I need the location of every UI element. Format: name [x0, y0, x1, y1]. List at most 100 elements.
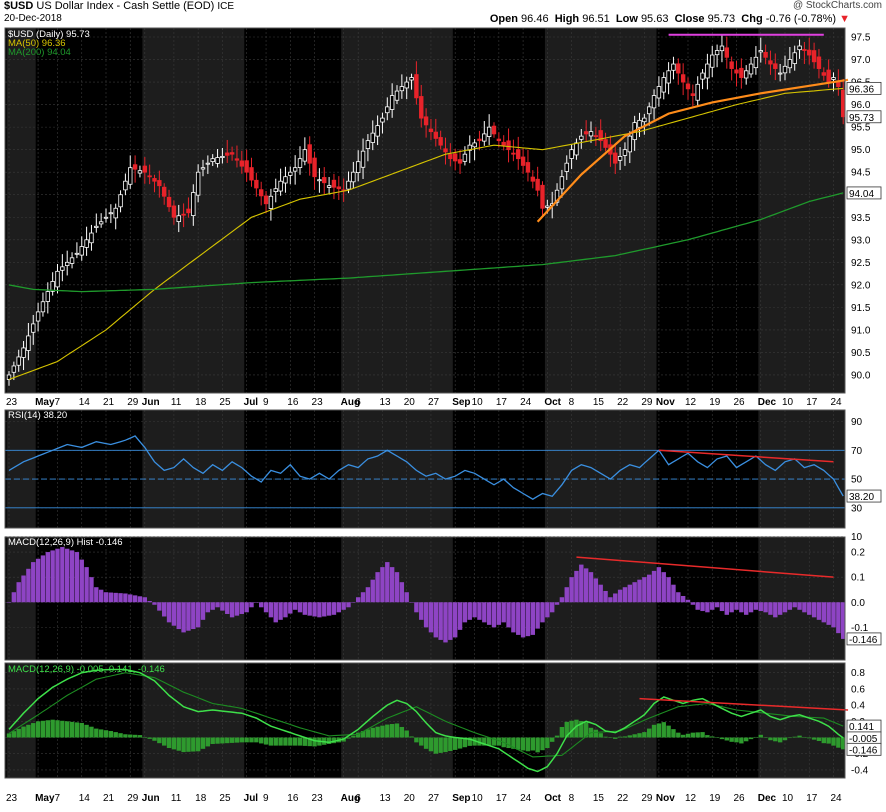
x-tick-label: 29: [641, 793, 653, 804]
histogram-bar: [356, 597, 361, 603]
macd-histogram-bar: [608, 737, 613, 739]
macd-histogram-bar: [448, 737, 453, 752]
macd-histogram-bar: [108, 731, 114, 738]
month-shade: [341, 28, 453, 393]
histogram-bar: [516, 602, 521, 635]
histogram-bar: [16, 582, 21, 603]
histogram-bar: [554, 602, 560, 605]
histogram-bar: [438, 602, 443, 640]
macd-histogram-bar: [365, 729, 371, 738]
macd-histogram-bar: [60, 720, 65, 738]
macd-histogram-bar: [540, 737, 545, 751]
candle-body: [559, 176, 565, 190]
histogram-bar: [65, 548, 70, 603]
x-tick-label: Jun: [142, 793, 160, 804]
macd-histogram-bar: [627, 735, 632, 738]
histogram-bar: [74, 552, 80, 603]
histogram-bar: [419, 602, 424, 620]
candle-body: [734, 69, 739, 74]
macd-histogram-bar: [74, 722, 80, 738]
histogram-bar: [283, 602, 288, 618]
x-tick-label: 17: [806, 397, 818, 408]
x-tick-label: 19: [709, 793, 721, 804]
legend-price: $USD (Daily) 95.73: [8, 29, 90, 40]
candle-body: [380, 117, 385, 123]
histogram-bar: [249, 602, 254, 608]
histogram-bar: [433, 602, 438, 638]
macd-histogram-bar: [89, 726, 94, 738]
candle-body: [181, 213, 186, 216]
instrument-name: US Dollar Index - Cash Settle (EOD): [36, 0, 215, 12]
x-tick-label: 16: [287, 397, 299, 408]
candle-body: [16, 356, 21, 366]
macd-histogram-bar: [841, 737, 846, 750]
candle-body: [807, 49, 812, 56]
histogram-bar: [191, 602, 196, 630]
macd-histogram-bar: [234, 737, 240, 743]
candle-body: [753, 56, 759, 69]
histogram-bar: [428, 602, 434, 633]
close-label: Close: [674, 13, 705, 25]
histogram-bar: [89, 577, 94, 603]
candle-body: [297, 158, 303, 168]
candle-body: [724, 47, 729, 58]
macd-histogram-bar: [836, 737, 841, 748]
histogram-bar: [787, 602, 793, 610]
macd-histogram-bar: [254, 737, 259, 743]
histogram-bar: [6, 602, 12, 603]
histogram-bar: [389, 567, 395, 603]
macd-histogram-bar: [462, 737, 468, 748]
price-tag: 95.73: [849, 113, 874, 124]
candle-body: [147, 175, 152, 178]
histogram-bar: [176, 602, 181, 630]
candle-body: [312, 157, 317, 178]
histogram-bar: [40, 555, 46, 603]
candle-body: [802, 49, 807, 51]
macd-histogram-bar: [782, 737, 788, 741]
macd-histogram-bar: [787, 737, 793, 739]
histogram-bar: [651, 570, 657, 603]
histogram-bar: [162, 602, 167, 617]
candle-body: [142, 165, 147, 173]
macd-histogram-bar: [831, 737, 836, 746]
histogram-bar: [661, 572, 666, 603]
x-tick-label: Sep: [452, 793, 470, 804]
candle-body: [763, 51, 768, 58]
candle-body: [220, 156, 225, 158]
month-shade: [758, 663, 845, 778]
macd-histogram-bar: [428, 737, 434, 752]
month-shade: [6, 28, 36, 393]
macd-histogram-bar: [65, 721, 70, 738]
histogram-bar: [443, 602, 448, 643]
candle-body: [292, 167, 298, 172]
candle-body: [841, 89, 846, 118]
candle-body: [598, 130, 603, 142]
candle-body: [249, 167, 254, 181]
macd-tag: -0.146: [849, 745, 878, 756]
legend-macd: MACD(12,26,9) -0.005, 0.141, -0.146: [8, 664, 165, 675]
histogram-bar: [637, 579, 642, 603]
histogram-bar: [739, 602, 744, 613]
macd-histogram-bar: [263, 737, 269, 745]
panel-4-border: [4, 662, 846, 779]
histogram-bar: [380, 567, 385, 603]
candle-body: [205, 162, 211, 165]
macd-histogram-bar: [516, 737, 521, 750]
macd-histogram-bar: [603, 736, 608, 738]
candle-body: [346, 180, 351, 190]
candle-body: [322, 177, 327, 184]
macd-histogram-bar: [777, 737, 783, 743]
rounding-top-arc: [536, 78, 849, 223]
x-tick-label: 10: [782, 397, 794, 408]
candle-body: [719, 45, 725, 52]
histogram-bar: [632, 582, 637, 603]
histogram-bar: [836, 602, 841, 634]
histogram-bar: [477, 602, 482, 620]
macd-histogram-bar: [21, 726, 26, 738]
macd-histogram-bar: [11, 731, 17, 738]
histogram-bar: [719, 602, 725, 612]
macd-histogram-bar: [26, 724, 31, 738]
macd-histogram-bar: [181, 737, 186, 753]
histogram-bar: [346, 602, 351, 608]
histogram-bar: [108, 592, 114, 603]
